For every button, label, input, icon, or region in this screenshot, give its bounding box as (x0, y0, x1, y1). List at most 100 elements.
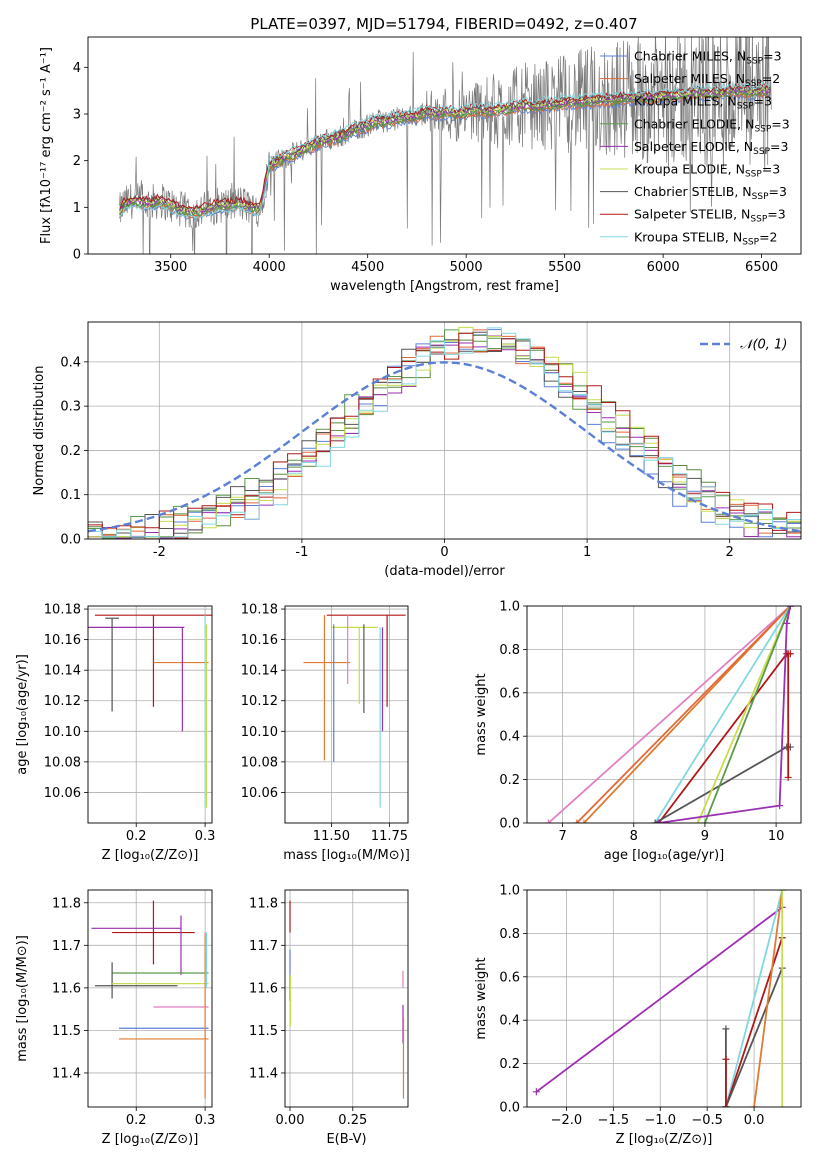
x-axis-label: age [log₁₀(age/yr)] (604, 848, 725, 863)
axes-frame (284, 889, 409, 1108)
gaussian-reference-line (88, 361, 801, 533)
model-spectrum-line (119, 81, 771, 220)
legend-label: Chabrier STELIB, NSSP=3 (634, 184, 787, 202)
x-tick-label: 2 (726, 545, 734, 560)
y-axis-label: mass weight (474, 673, 489, 755)
mass-weight-marker (722, 1103, 730, 1107)
y-axis-label: mass weight (474, 957, 489, 1039)
y-axis-label: age [log₁₀(age/yr)] (15, 654, 30, 775)
y-tick-label: 11.8 (249, 896, 278, 911)
y-tick-label: 0.4 (60, 355, 81, 370)
legend-label-suffix: =3 (767, 207, 785, 222)
mass-weight-line (576, 606, 791, 823)
mass-weight-line (658, 606, 792, 823)
mass-weight-line (535, 906, 783, 1093)
y-tick-label: 10.14 (44, 664, 81, 679)
y-tick-label: 1.0 (499, 884, 520, 899)
y-axis-label: Normed distribution (32, 366, 47, 496)
x-tick-label: 0.25 (338, 1113, 367, 1128)
axes-frame (87, 889, 213, 1108)
y-tick-label: 3 (73, 108, 81, 123)
legend-label-suffix: =2 (762, 71, 780, 86)
y-tick-label: 11.7 (249, 939, 278, 954)
y-tick-label: 10.16 (241, 633, 278, 648)
axes-frame (87, 605, 213, 824)
legend-label-text: Salpeter STELIB, N (634, 207, 750, 222)
x-tick-label: −1.5 (598, 1113, 630, 1128)
legend-label-suffix: =3 (769, 184, 787, 199)
mass-weight-marker (701, 819, 709, 823)
x-tick-label: 0.2 (126, 829, 147, 844)
x-tick-label: −2.0 (551, 1113, 583, 1128)
x-tick-label: 0.2 (126, 1113, 147, 1128)
model-spectrum-line (119, 88, 771, 218)
legend-label: Salpeter ELODIE, NSSP=3 (634, 139, 788, 157)
legend-label-subscript: SSP (753, 147, 770, 157)
x-tick-label: −1.0 (644, 1113, 676, 1128)
x-axis-label: Z [log₁₀(Z/Z⊙)] (616, 1132, 713, 1147)
mass-weight-marker (722, 1055, 730, 1063)
residual-histogram-step (88, 327, 801, 539)
y-axis-label: mass [log₁₀(M/M⊙)] (15, 935, 30, 1062)
mass-weight-vs-age-panel: 7 8 9 10 0.0 0.2 0.4 0.6 0.8 1.0 age [log₁₀(age/yr… (474, 600, 802, 863)
y-tick-label: 10.12 (241, 694, 278, 709)
legend-label-suffix: =2 (759, 229, 777, 244)
y-tick-label: 1 (73, 201, 81, 216)
legend-label-text: Chabrier MILES, N (634, 49, 746, 64)
x-axis-label: Z [log₁₀(Z/Z⊙)] (102, 1132, 199, 1147)
x-axis-label: Z [log₁₀(Z/Z⊙)] (102, 848, 199, 863)
x-tick-label: 6500 (745, 260, 778, 275)
mass-vs-z-panel: 0.2 0.3 11.4 11.5 11.6 11.7 11.8 Z [log₁₀(Z/Z⊙)… (15, 889, 215, 1147)
residuals-panel: -2 -1 0 1 2 0.0 0.1 0.2 0.3 0.4 (data-model)/error… (32, 321, 802, 579)
mass-weight-marker (784, 773, 792, 781)
y-tick-label: 10.16 (44, 633, 81, 648)
model-spectrum-line (119, 86, 771, 214)
mass-weight-line (654, 606, 792, 823)
legend-label-subscript: SSP (745, 79, 762, 89)
mass-weight-line (725, 967, 784, 1107)
y-tick-label: 0.2 (499, 1057, 520, 1072)
x-tick-label: 11.75 (371, 829, 408, 844)
y-tick-label: 4 (73, 61, 81, 76)
legend-label-subscript: SSP (737, 102, 754, 112)
legend-label-text: Kroupa MILES, N (634, 94, 737, 109)
y-tick-label: 0.0 (499, 1101, 520, 1116)
spectrum-panel: 3500 4000 4500 5000 5500 6000 6500 0 1 2 3 4 wavelen… (39, 36, 802, 294)
x-tick-label: 11.50 (313, 829, 350, 844)
x-tick-label: 5500 (548, 260, 581, 275)
legend-label-suffix: =3 (771, 116, 789, 131)
legend-label-text: Chabrier ELODIE, N (634, 116, 754, 131)
mass_weight_vs_Z-plot-area (532, 890, 786, 1107)
mass-weight-vs-z-panel: −2.0 −1.5 −1.0 −0.5 0.0 0.0 0.2 0.4 0.6 0.8 1.0 Z [… (474, 884, 802, 1147)
y-tick-label: 1.0 (499, 600, 520, 615)
x-tick-label: 0.00 (276, 1113, 305, 1128)
y-tick-label: 10.14 (241, 664, 278, 679)
legend-label-subscript: SSP (745, 170, 762, 180)
y-tick-label: 11.6 (249, 981, 278, 996)
x-axis-label: (data-model)/error (384, 564, 505, 579)
x-tick-label: 5000 (450, 260, 483, 275)
spectrum-plot-area (119, 37, 772, 254)
legend-label-subscript: SSP (742, 237, 759, 247)
x-tick-label: 6000 (647, 260, 680, 275)
legend-label-subscript: SSP (750, 215, 767, 225)
x-tick-label: -2 (153, 545, 166, 560)
y-tick-label: 10.06 (241, 786, 278, 801)
y-tick-label: 10.12 (44, 694, 81, 709)
mass-weight-marker (532, 1088, 540, 1096)
y-tick-label: 0.8 (499, 643, 520, 658)
age-vs-mass-panel: 11.50 11.75 10.06 10.08 10.10 10.12 10.14 10.16… (241, 603, 410, 863)
axes-frame (87, 36, 802, 255)
mass-weight-marker (783, 619, 791, 627)
residual-histogram-step (88, 329, 801, 539)
x-tick-label: 0 (440, 545, 448, 560)
y-tick-label: 11.4 (249, 1066, 278, 1081)
mass-weight-marker (544, 819, 552, 823)
y-tick-label: 0.4 (499, 730, 520, 745)
x-axis-label: mass [log₁₀(M/M⊙)] (283, 848, 410, 863)
y-tick-label: 2 (73, 154, 81, 169)
residuals-plot-area (88, 326, 801, 539)
x-tick-label: 1 (583, 545, 591, 560)
age-vs-z-panel: 0.2 0.3 10.06 10.08 10.10 10.12 10.14 10.16 10.1… (15, 603, 215, 863)
